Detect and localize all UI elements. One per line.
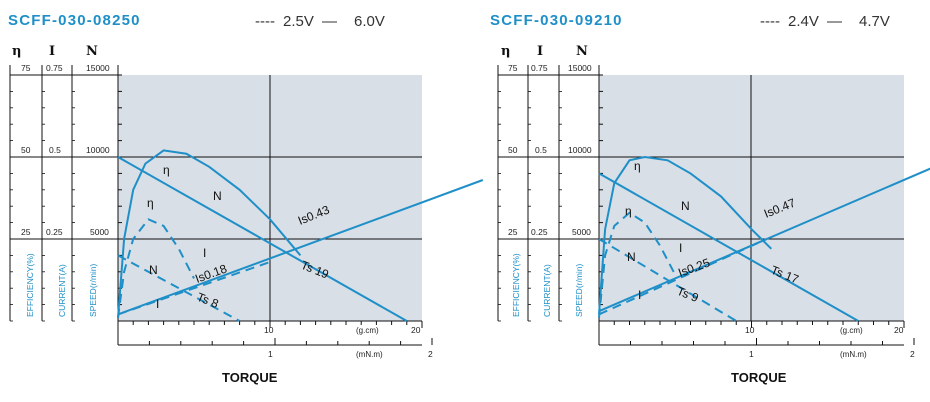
tick-label: 5000 [572,227,591,237]
tick-label: 0.25 [46,227,63,237]
high_voltage-speed-line [598,172,859,322]
eta-label-high: η [634,159,641,173]
current-label-low: I [638,288,641,302]
current-label-low-upper: I [203,246,206,260]
x-axis-label: TORQUE [731,370,787,385]
current-label-low: I [156,297,159,311]
tick-label: 15000 [86,63,110,73]
low_voltage-speed-line [117,254,241,322]
low_voltage-current-line [117,261,271,316]
mnm-unit-label: (mN.m) [356,350,383,359]
speed-axis-label: SPEED(r/min) [88,263,98,317]
legend-low-voltage: 2.4V [788,13,819,30]
current-label-low-upper: I [679,241,682,255]
gcm-tick-10: 10 [745,325,755,335]
low_voltage-current-line [598,238,768,316]
legend-dashed-marker: ---- [255,13,275,30]
efficiency-header: η [501,44,510,59]
high_voltage-efficiency-curve [598,155,773,315]
tick-label: 0.5 [535,145,547,155]
efficiency-header: η [12,44,21,59]
eta-label-low: η [147,196,154,210]
tick-label: 10000 [86,145,110,155]
tick-label: 5000 [90,227,109,237]
chart-title: SCFF-030-08250 [8,12,141,29]
tick-label: 75 [508,63,518,73]
curves [598,155,930,322]
speed-label-low: N [627,250,636,264]
current-ticks: 0.75 0.5 0.25 [531,63,548,237]
legend-solid-marker: — [827,13,842,30]
legend-high-voltage: 4.7V [859,13,890,30]
mnm-tick-2: 2 [910,349,915,359]
gcm-unit-label: (g.cm) [840,326,863,335]
legend-low-voltage: 2.5V [283,13,314,30]
chart-title: SCFF-030-09210 [490,12,623,29]
legend-solid-marker: — [322,13,337,30]
gcm-tick-20: 20 [411,325,421,335]
low_voltage-efficiency-curve [598,211,677,318]
high_voltage-efficiency-curve [117,149,302,318]
efficiency-ticks: 75 50 25 [21,63,31,237]
x-axis-label: TORQUE [222,370,278,385]
speed-ticks: 15000 10000 5000 [86,63,110,237]
mnm-tick-1: 1 [749,349,754,359]
axis-minor-ticks [10,74,433,345]
tick-label: 50 [508,145,518,155]
speed-axis-label: SPEED(r/min) [574,263,584,317]
current-header: I [49,44,55,59]
low_voltage-efficiency-curve [117,218,195,318]
legend-dashed-marker: ---- [760,13,780,30]
eta-label-low: η [625,204,632,218]
current-ticks: 0.75 0.5 0.25 [46,63,63,237]
low_voltage-speed-line [598,238,737,322]
tick-label: 0.5 [49,145,61,155]
tick-label: 15000 [568,63,592,73]
tick-label: 25 [508,227,518,237]
speed-label-high: N [681,199,690,213]
chart-right: SCFF-030-09210 ---- 2.4V — 4.7V η I N 75… [490,12,930,385]
current-axis-label: CURRENT(A) [542,264,552,317]
tick-label: 0.75 [46,63,63,73]
tick-label: 0.25 [531,227,548,237]
efficiency-axis-label: EFFICIENCY(%) [25,253,35,317]
mnm-tick-2: 2 [428,349,433,359]
speed-label-high: N [213,189,222,203]
chart-left: SCFF-030-08250 ---- 2.5V — 6.0V η I N 75… [8,12,484,385]
efficiency-axis-label: EFFICIENCY(%) [511,253,521,317]
tick-label: 0.75 [531,63,548,73]
speed-header: N [86,44,98,59]
mnm-unit-label: (mN.m) [840,350,867,359]
gcm-tick-20: 20 [894,325,904,335]
tick-label: 75 [21,63,31,73]
curves [117,149,484,322]
mnm-tick-1: 1 [268,349,273,359]
speed-header: N [576,44,588,59]
current-axis-label: CURRENT(A) [57,264,67,317]
gcm-unit-label: (g.cm) [356,326,379,335]
high_voltage-current-line [117,179,484,316]
tick-label: 50 [21,145,31,155]
legend-high-voltage: 6.0V [354,13,385,30]
speed-label-low: N [149,263,158,277]
efficiency-ticks: 75 50 25 [508,63,518,237]
gcm-tick-10: 10 [264,325,274,335]
tick-label: 25 [21,227,31,237]
current-header: I [537,44,543,59]
tick-label: 10000 [568,145,592,155]
eta-label-high: η [163,163,170,177]
speed-ticks: 15000 10000 5000 [568,63,592,237]
high_voltage-speed-line [117,156,408,322]
